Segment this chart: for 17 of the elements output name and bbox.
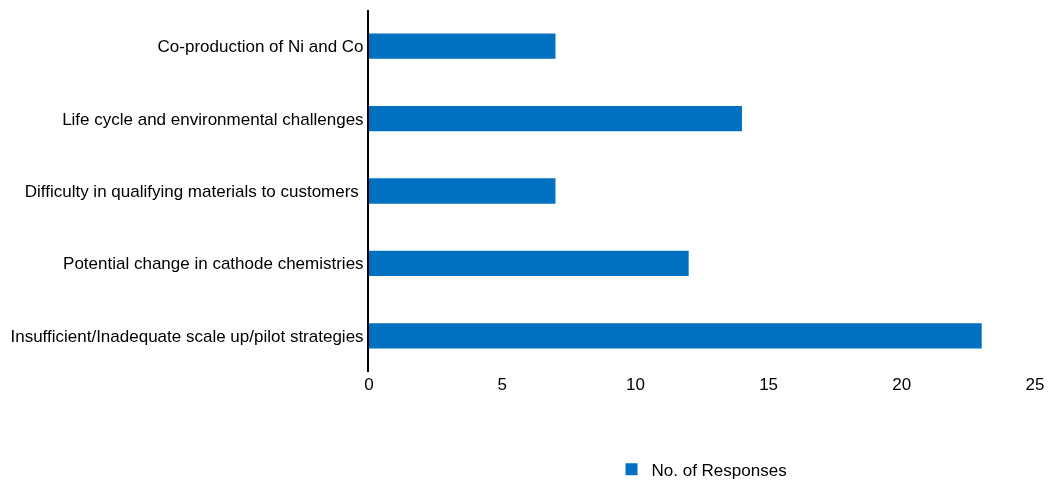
bar [369, 178, 556, 204]
y-tick-label: Life cycle and environmental challenges [62, 109, 364, 129]
y-tick-label: Insufficient/Inadequate scale up/pilot strategies [10, 326, 364, 346]
x-tick-label: 15 [759, 375, 779, 394]
x-tick-label: 20 [892, 375, 912, 394]
y-tick-label: Difficulty in qualifying materials to customers [24, 181, 364, 201]
x-tick-label: 5 [497, 375, 507, 394]
bar [369, 250, 689, 277]
bar [369, 323, 982, 349]
y-tick-label: Potential change in cathode chemistries [63, 254, 364, 274]
x-tick-label: 10 [625, 375, 645, 394]
legend-label: No. of Responses [651, 460, 787, 480]
x-tick-label: 25 [1025, 375, 1045, 394]
x-tick-label: 0 [364, 375, 374, 394]
bar [369, 105, 742, 132]
bar [369, 33, 556, 59]
y-tick-label: Co-production of Ni and Co [157, 37, 364, 57]
